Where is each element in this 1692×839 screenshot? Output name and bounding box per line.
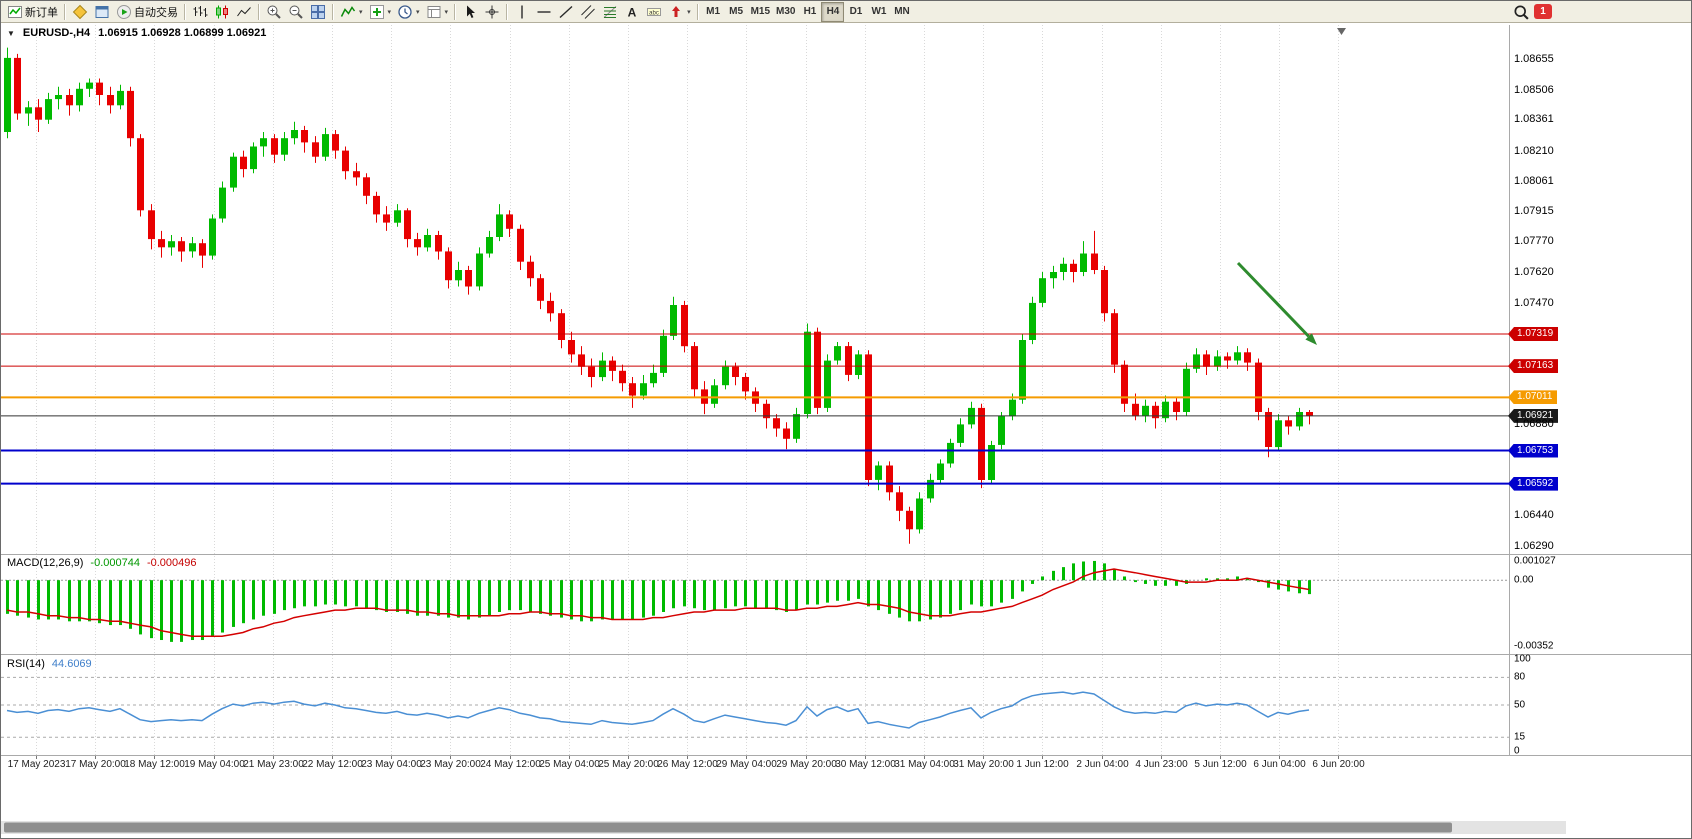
grid-layer	[36, 25, 1339, 755]
indicators-button[interactable]: ▾	[337, 2, 366, 22]
linechart-icon	[236, 4, 252, 20]
vertical-line-button[interactable]	[511, 2, 533, 22]
trend-line-button[interactable]	[555, 2, 577, 22]
bars-icon	[192, 4, 208, 20]
zoomout-icon	[288, 4, 304, 20]
text-label-button[interactable]: abc	[643, 2, 665, 22]
tile-icon	[310, 4, 326, 20]
chrome-layer	[1, 25, 1691, 834]
horizontal-line-button[interactable]	[533, 2, 555, 22]
indicators-icon	[340, 4, 356, 20]
toolbar-separator	[454, 3, 457, 20]
fibonacci-button[interactable]	[599, 2, 621, 22]
candle-chart-button[interactable]	[211, 2, 233, 22]
timeframe-m5-button[interactable]: M5	[725, 2, 748, 22]
dropdown-arrow-icon[interactable]: ▾	[416, 8, 420, 16]
toolbar-separator	[184, 3, 186, 20]
rsi-layer	[1, 676, 1509, 738]
zoom-out-button[interactable]	[285, 2, 307, 22]
arrow-annotation[interactable]	[1236, 261, 1310, 338]
vline-icon	[514, 4, 530, 20]
periods-button[interactable]: ▾	[394, 2, 423, 22]
rsi-value: 44.6069	[51, 658, 92, 670]
textlabel-icon: abc	[646, 4, 662, 20]
cursor-button[interactable]	[459, 2, 481, 22]
equidistant-channel-button[interactable]	[577, 2, 599, 22]
macd-layer	[1, 560, 1509, 642]
dropdown-arrow-icon[interactable]: ▾	[687, 8, 691, 16]
crosshair-button[interactable]	[481, 2, 503, 22]
timeframe-h1-button[interactable]: H1	[798, 2, 821, 22]
rsi-label: RSI(14) 44.6069	[7, 658, 92, 670]
datawindow-icon	[94, 4, 110, 20]
macd-label: MACD(12,26,9) -0.000744 -0.000496	[7, 557, 197, 569]
autotrade-icon	[116, 4, 132, 20]
crosshair-icon	[484, 4, 500, 20]
marketwatch-icon	[72, 4, 88, 20]
arrows-icon	[668, 4, 684, 20]
line-chart-button[interactable]	[233, 2, 255, 22]
chart-shift-marker[interactable]	[1337, 28, 1346, 35]
template-icon	[426, 4, 442, 20]
templates-button[interactable]: ▾	[423, 2, 452, 22]
bar-chart-button[interactable]	[189, 2, 211, 22]
timeframe-m30-button[interactable]: M30	[773, 2, 798, 22]
arrows-button[interactable]: ▾	[665, 2, 694, 22]
market-watch-button[interactable]	[69, 2, 91, 22]
zoomin-icon	[266, 4, 282, 20]
dropdown-arrow-icon[interactable]: ▾	[444, 8, 449, 16]
timeframe-w1-button[interactable]: W1	[867, 2, 890, 22]
candles-icon	[214, 4, 230, 20]
clock-icon	[397, 4, 413, 20]
macd-main-value: -0.000744	[90, 557, 140, 569]
neworder-icon	[7, 4, 23, 20]
text-button[interactable]: A	[621, 2, 643, 22]
search-button[interactable]	[1511, 3, 1531, 23]
toolbar-separator	[696, 3, 699, 20]
macd-signal-value: -0.000496	[146, 557, 197, 569]
symbol-period-label: EURUSD-,H4	[22, 27, 91, 39]
timeframe-m15-button[interactable]: M15	[748, 2, 773, 22]
candles-layer[interactable]	[4, 47, 1313, 544]
textA-icon: A	[624, 4, 640, 20]
toolbar-separator	[332, 3, 334, 20]
zoom-in-button[interactable]	[263, 2, 285, 22]
add-indicator-button[interactable]: ▾	[366, 2, 395, 22]
hlines-layer[interactable]	[1, 261, 1509, 485]
dropdown-arrow-icon[interactable]: ▾	[359, 8, 363, 16]
collapse-chart-icon[interactable]: ▼	[7, 28, 15, 38]
toolbar-separator	[64, 3, 66, 20]
tline-icon	[558, 4, 574, 20]
dropdown-arrow-icon[interactable]: ▾	[387, 8, 392, 16]
auto-trading-button[interactable]: 自动交易	[113, 2, 181, 22]
hline-icon	[536, 4, 552, 20]
macd-name: MACD(12,26,9)	[7, 557, 84, 569]
timeframe-mn-button[interactable]: MN	[890, 2, 913, 22]
timeframe-m1-button[interactable]: M1	[702, 2, 725, 22]
fibo-icon	[602, 4, 618, 20]
channel-icon	[580, 4, 596, 20]
addchart-icon	[369, 4, 385, 20]
new-order-label: 新订单	[25, 6, 58, 19]
notification-badge[interactable]: 1	[1534, 4, 1552, 19]
cursor-icon	[462, 4, 478, 20]
rsi-name: RSI(14)	[7, 658, 45, 670]
arrow-annotation-head[interactable]	[1305, 333, 1317, 345]
timeframe-d1-button[interactable]: D1	[844, 2, 867, 22]
toolbar-separator	[258, 3, 260, 20]
svg-text:A: A	[628, 5, 637, 19]
ohlc-values: 1.06915 1.06928 1.06899 1.06921	[98, 27, 267, 39]
auto-trading-label: 自动交易	[134, 6, 178, 19]
tile-windows-button[interactable]	[307, 2, 329, 22]
data-window-button[interactable]	[91, 2, 113, 22]
new-order-button[interactable]: 新订单	[4, 2, 61, 22]
chart-info-line: ▼ EURUSD-,H4 1.06915 1.06928 1.06899 1.0…	[7, 27, 266, 39]
h-scrollbar-thumb[interactable]	[4, 822, 1452, 833]
timeframe-h4-button[interactable]: H4	[821, 1, 845, 22]
toolbar-separator	[506, 3, 509, 20]
svg-text:abc: abc	[649, 10, 659, 16]
